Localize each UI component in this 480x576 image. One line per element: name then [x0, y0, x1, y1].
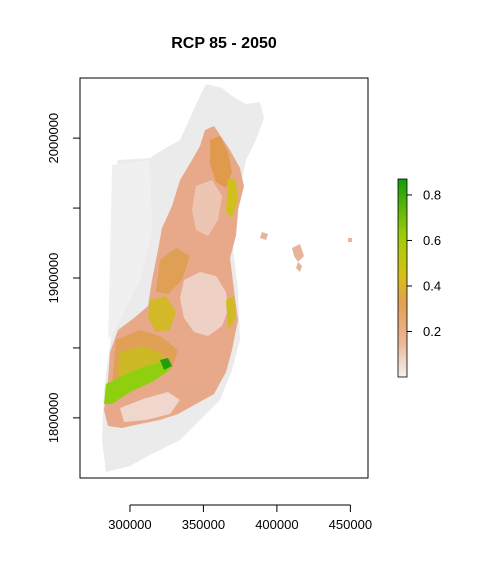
- west-grey-strip: [108, 160, 152, 340]
- legend-tick-label: 0.8: [423, 187, 441, 202]
- light-patch-southwest: [120, 392, 180, 422]
- legend-tick-label: 0.6: [423, 233, 441, 248]
- yellow-patch-east: [226, 296, 236, 330]
- legend-colorbar: [397, 178, 408, 378]
- legend-tick-label: 0.2: [423, 324, 441, 339]
- legend-tick-label: 0.4: [423, 278, 441, 293]
- yellow-patch-central: [148, 296, 176, 332]
- orange-band-central: [156, 248, 190, 294]
- y-tick-label: 1800000: [46, 393, 61, 444]
- color-legend: 0.2 0.4 0.6 0.8: [397, 178, 441, 378]
- x-tick-label: 350000: [182, 517, 225, 532]
- green-patch-southwest: [104, 362, 170, 404]
- orange-band-north: [210, 136, 232, 188]
- y-tick-label: 2000000: [46, 113, 61, 164]
- x-tick-label: 300000: [108, 517, 151, 532]
- y-axis: 1800000 1900000 2000000: [46, 113, 81, 444]
- light-patch-north: [192, 180, 222, 236]
- dark-green-patch: [160, 358, 172, 370]
- map-raster: [102, 84, 352, 472]
- x-tick-label: 450000: [329, 517, 372, 532]
- light-patch-central: [180, 272, 228, 336]
- coastal-islands: [260, 232, 352, 272]
- yellow-patch-north: [226, 178, 238, 218]
- map-title: RCP 85 - 2050: [171, 35, 277, 52]
- x-tick-label: 400000: [255, 517, 298, 532]
- x-axis: 300000 350000 400000 450000: [108, 504, 372, 532]
- y-tick-label: 1900000: [46, 253, 61, 304]
